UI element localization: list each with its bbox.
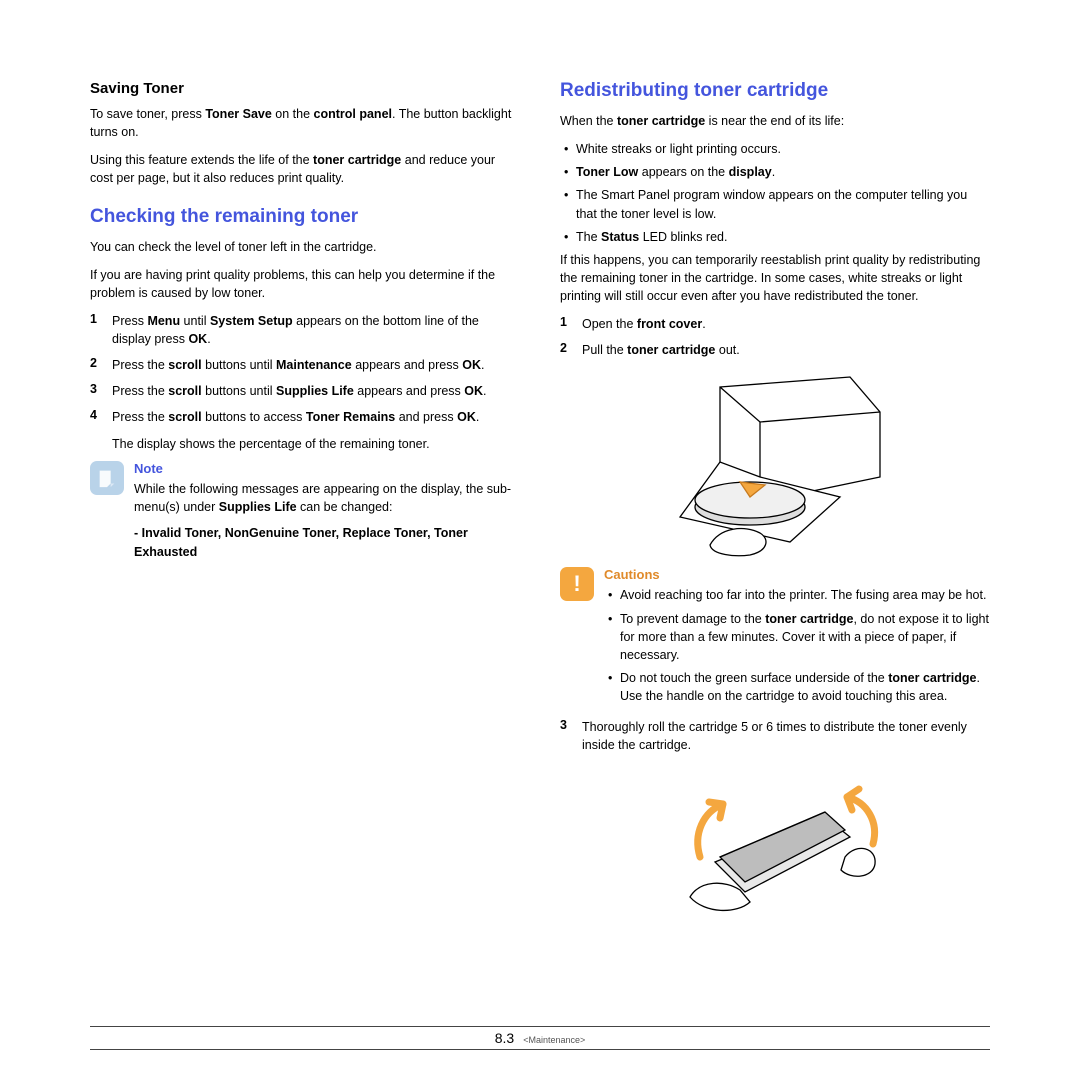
note-callout: Note While the following messages are ap… — [90, 461, 520, 562]
step-row: 1Open the front cover. — [560, 315, 990, 333]
redist-intro: When the toner cartridge is near the end… — [560, 112, 990, 130]
saving-toner-heading: Saving Toner — [90, 80, 520, 97]
two-column-layout: Saving Toner To save toner, press Toner … — [90, 80, 990, 937]
step-row: 3Press the scroll buttons until Supplies… — [90, 382, 520, 400]
redist-after-bullets: If this happens, you can temporarily ree… — [560, 251, 990, 305]
redistributing-heading: Redistributing toner cartridge — [560, 80, 990, 102]
bullet-item: •White streaks or light printing occurs. — [564, 140, 990, 158]
page-number: 8.3 — [495, 1030, 514, 1046]
right-column: Redistributing toner cartridge When the … — [560, 80, 990, 937]
after-steps-row: The display shows the percentage of the … — [90, 435, 520, 453]
redist-step-3: 3 Thoroughly roll the cartridge 5 or 6 t… — [560, 718, 990, 754]
step-row: 4Press the scroll buttons to access Tone… — [90, 408, 520, 426]
bullet-item: •The Status LED blinks red. — [564, 228, 990, 246]
note-icon — [90, 461, 124, 495]
caution-item: •To prevent damage to the toner cartridg… — [608, 610, 990, 664]
page-footer: 8.3 <Maintenance> — [90, 1026, 990, 1050]
checking-p1: You can check the level of toner left in… — [90, 238, 520, 256]
note-body: While the following messages are appeari… — [134, 480, 520, 516]
saving-toner-p1: To save toner, press Toner Save on the c… — [90, 105, 520, 141]
redist-bullets: •White streaks or light printing occurs.… — [560, 140, 990, 246]
caution-bullets: •Avoid reaching too far into the printer… — [604, 586, 990, 705]
left-column: Saving Toner To save toner, press Toner … — [90, 80, 520, 937]
caution-icon: ! — [560, 567, 594, 601]
step-row: 2Pull the toner cartridge out. — [560, 341, 990, 359]
section-label: <Maintenance> — [523, 1035, 585, 1045]
saving-toner-p2: Using this feature extends the life of t… — [90, 151, 520, 187]
step-row: 2Press the scroll buttons until Maintena… — [90, 356, 520, 374]
caution-item: •Do not touch the green surface undersid… — [608, 669, 990, 705]
cautions-callout: ! Cautions •Avoid reaching too far into … — [560, 567, 990, 710]
printer-figure — [560, 367, 990, 557]
cautions-title: Cautions — [604, 567, 990, 582]
note-dash-items: - Invalid Toner, NonGenuine Toner, Repla… — [134, 524, 520, 562]
checking-steps: 1Press Menu until System Setup appears o… — [90, 312, 520, 427]
bullet-item: •Toner Low appears on the display. — [564, 163, 990, 181]
step-row: 1Press Menu until System Setup appears o… — [90, 312, 520, 348]
roll-cartridge-figure — [560, 762, 990, 927]
checking-p2: If you are having print quality problems… — [90, 266, 520, 302]
checking-heading: Checking the remaining toner — [90, 206, 520, 228]
redist-steps-1-2: 1Open the front cover. 2Pull the toner ca… — [560, 315, 990, 359]
bullet-item: •The Smart Panel program window appears … — [564, 186, 990, 222]
note-title: Note — [134, 461, 520, 476]
caution-item: •Avoid reaching too far into the printer… — [608, 586, 990, 604]
